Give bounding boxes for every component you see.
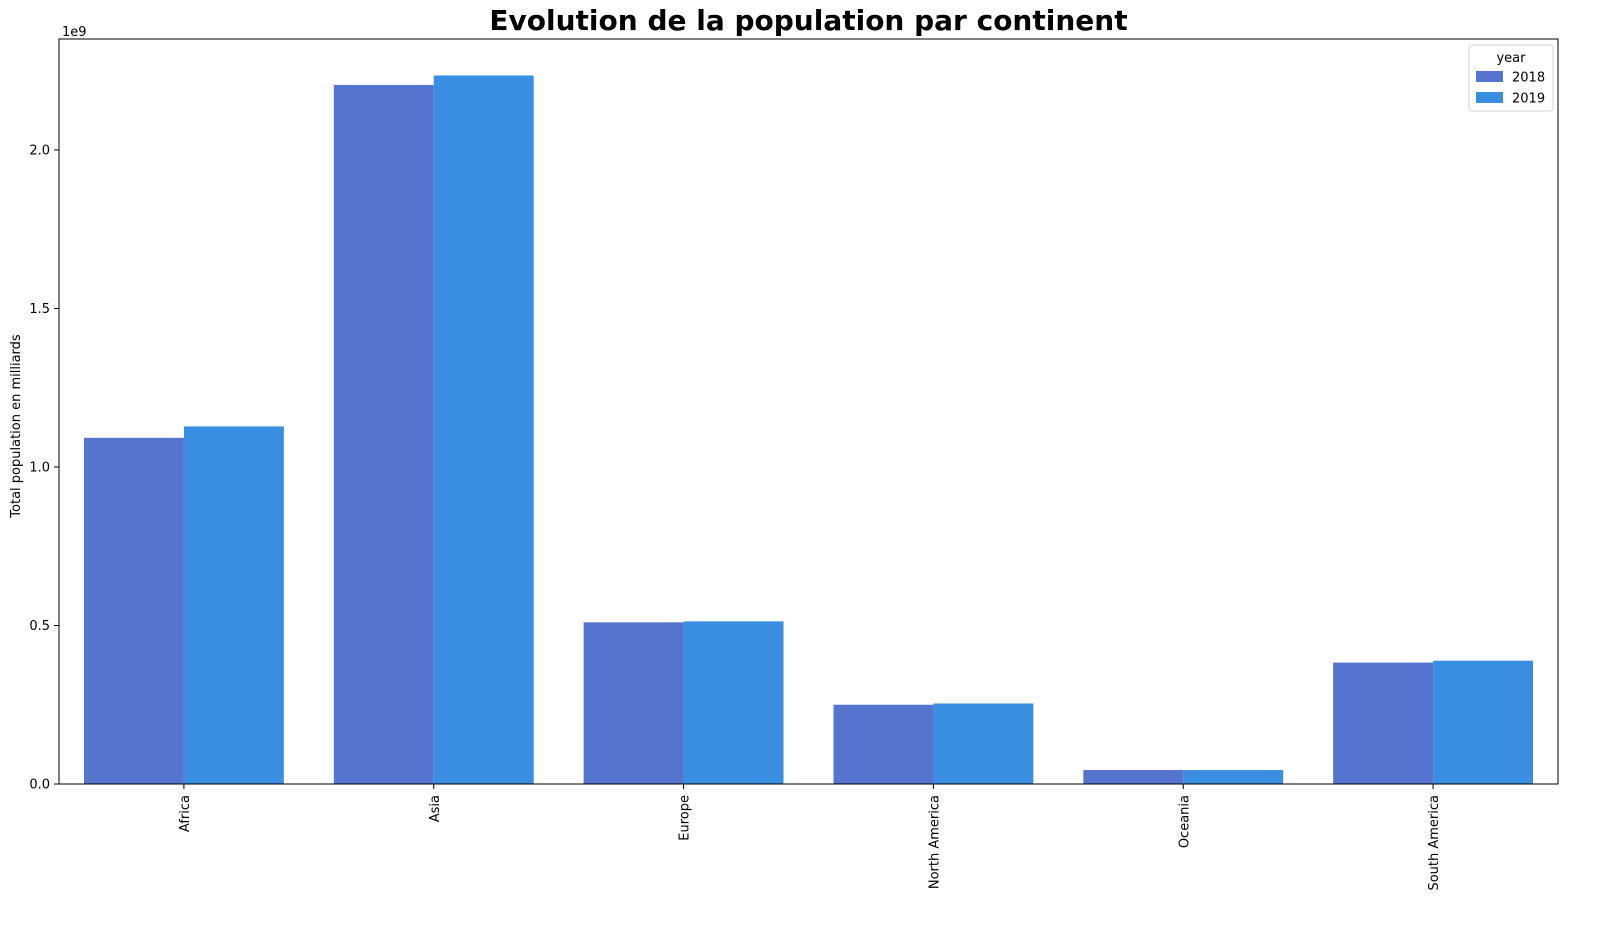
y-tick-label: 1.0 (29, 460, 50, 475)
y-tick-label: 0.0 (29, 778, 50, 793)
x-tick-label: Asia (428, 795, 443, 822)
legend-label-2018: 2018 (1512, 71, 1545, 86)
chart-title: Evolution de la population par continent (489, 4, 1128, 37)
y-tick-label: 1.5 (29, 302, 50, 317)
bar-oceania-2018 (1083, 770, 1184, 784)
x-tick-label: North America (927, 795, 942, 889)
y-axis-label: Total population en milliards (9, 334, 24, 519)
legend-title: year (1496, 51, 1526, 66)
legend-swatch-2019 (1476, 92, 1503, 103)
bar-europe-2018 (583, 622, 684, 784)
bar-south-america-2018 (1333, 662, 1434, 784)
plot-frame (58, 38, 1559, 785)
legend-swatch-2018 (1476, 71, 1503, 82)
bar-south-america-2019 (1433, 660, 1534, 784)
bar-asia-2019 (433, 75, 534, 784)
bar-north-america-2019 (933, 703, 1034, 784)
y-axis-offset-label: 1e9 (62, 25, 87, 40)
legend: year 2018 2019 (1468, 44, 1554, 112)
bars-layer (83, 75, 1534, 785)
bar-asia-2018 (333, 84, 434, 785)
x-tick-label: Africa (178, 795, 193, 832)
bar-north-america-2018 (833, 704, 934, 784)
y-tick-label: 2.0 (29, 143, 50, 158)
bar-europe-2019 (683, 621, 784, 784)
x-tick-label: South America (1427, 795, 1442, 891)
x-tick-label: Oceania (1177, 795, 1192, 848)
x-tick-label: Europe (678, 795, 693, 841)
x-axis: Africa Asia Europe North America Oceania Sout… (178, 784, 1442, 891)
bar-africa-2018 (83, 437, 184, 784)
y-axis: 0.0 0.5 1.0 1.5 2.0 (29, 143, 59, 793)
bar-africa-2019 (183, 426, 284, 784)
legend-label-2019: 2019 (1512, 92, 1545, 107)
y-tick-label: 0.5 (29, 619, 50, 634)
bar-oceania-2019 (1183, 770, 1284, 784)
